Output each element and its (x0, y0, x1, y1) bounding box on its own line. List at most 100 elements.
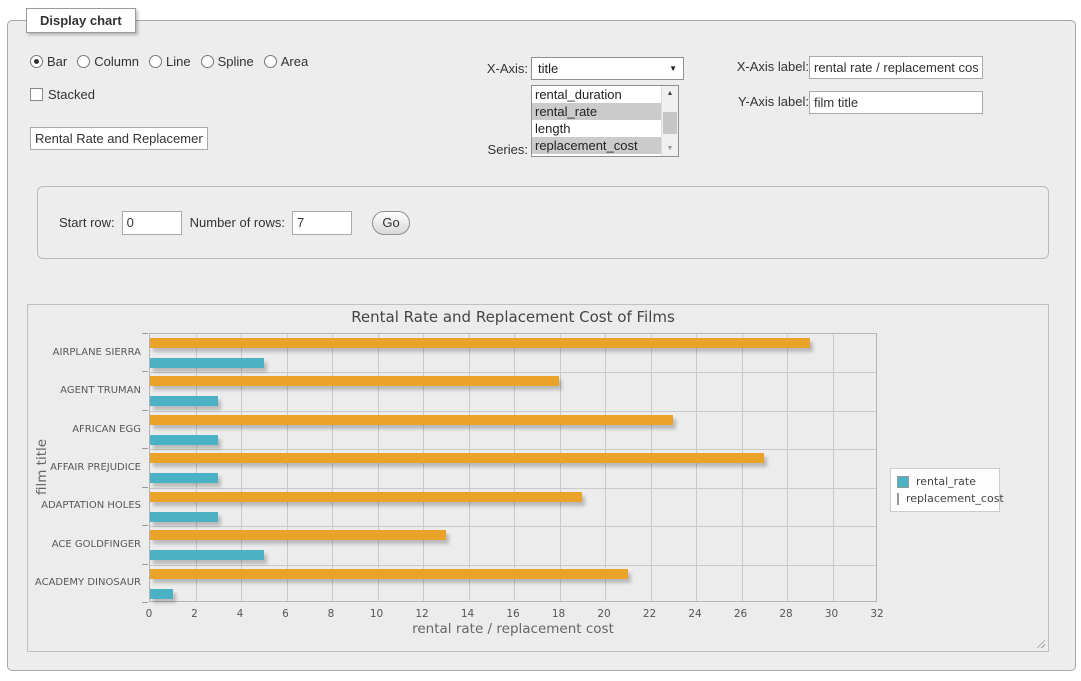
series-option-rental_rate[interactable]: rental_rate (532, 103, 661, 120)
radio-icon[interactable] (30, 55, 43, 68)
num-rows-label: Number of rows: (190, 215, 285, 230)
chart-title: Rental Rate and Replacement Cost of Film… (149, 308, 877, 326)
legend-row-replacement_cost: replacement_cost (897, 490, 993, 507)
x-axis-select-value: title (538, 61, 558, 76)
x-tick-label: 30 (809, 608, 855, 620)
y-tick-mark (142, 410, 148, 411)
y-category-label: AFRICAN EGG (28, 410, 141, 448)
x-tick-label: 0 (126, 608, 172, 620)
radio-icon[interactable] (264, 55, 277, 68)
x-tick-label: 12 (399, 608, 445, 620)
x-tick-label: 24 (672, 608, 718, 620)
scrollbar-thumb[interactable] (663, 112, 677, 134)
y-category-label: AGENT TRUMAN (28, 371, 141, 409)
bar-replacement_cost (150, 492, 582, 502)
resize-handle-icon[interactable] (1034, 637, 1045, 648)
gridline-vertical (742, 334, 743, 601)
gridline-vertical (696, 334, 697, 601)
gridline-vertical (332, 334, 333, 601)
series-scrollbar[interactable]: ▲ ▼ (661, 86, 678, 156)
x-axis-label-input[interactable] (809, 56, 983, 79)
gridline-vertical (423, 334, 424, 601)
start-row-input[interactable] (122, 211, 182, 235)
gridline-horizontal (150, 372, 876, 373)
chart-type-option-column[interactable]: Column (77, 54, 139, 69)
start-row-label: Start row: (59, 215, 115, 230)
chart-type-option-area[interactable]: Area (264, 54, 308, 69)
chart-type-label: Spline (218, 54, 254, 69)
bar-rental_rate (150, 358, 264, 368)
y-tick-mark (142, 487, 148, 488)
bar-rental_rate (150, 396, 218, 406)
gridline-vertical (378, 334, 379, 601)
legend-label: replacement_cost (906, 492, 1004, 505)
series-option-length[interactable]: length (532, 120, 661, 137)
chart-title-input[interactable] (30, 127, 208, 150)
bar-replacement_cost (150, 415, 673, 425)
chart-type-label: Bar (47, 54, 67, 69)
chart-type-option-spline[interactable]: Spline (201, 54, 254, 69)
gridline-vertical (605, 334, 606, 601)
display-chart-fieldset: Display chart BarColumnLineSplineArea St… (7, 20, 1076, 671)
chart-type-option-bar[interactable]: Bar (30, 54, 67, 69)
bar-replacement_cost (150, 530, 446, 540)
series-option-replacement_cost[interactable]: replacement_cost (532, 137, 661, 154)
gridline-vertical (651, 334, 652, 601)
gridline-horizontal (150, 565, 876, 566)
num-rows-input[interactable] (292, 211, 352, 235)
x-tick-label: 26 (718, 608, 764, 620)
chart-grid (149, 333, 877, 602)
radio-icon[interactable] (149, 55, 162, 68)
bar-replacement_cost (150, 569, 628, 579)
stacked-checkbox-row: Stacked (30, 87, 95, 102)
bar-replacement_cost (150, 338, 810, 348)
y-axis-label-input[interactable] (809, 91, 983, 114)
bar-replacement_cost (150, 376, 559, 386)
legend-label: rental_rate (916, 475, 976, 488)
gridline-vertical (287, 334, 288, 601)
chart-type-label: Line (166, 54, 191, 69)
y-tick-mark (142, 564, 148, 565)
x-axis-select[interactable]: title ▼ (531, 57, 684, 80)
x-tick-label: 20 (581, 608, 627, 620)
x-tick-label: 32 (854, 608, 900, 620)
gridline-vertical (196, 334, 197, 601)
chevron-down-icon: ▼ (669, 64, 677, 73)
y-category-label: ACADEMY DINOSAUR (28, 564, 141, 602)
chart-type-label: Column (94, 54, 139, 69)
x-tick-label: 22 (627, 608, 673, 620)
y-tick-mark (142, 371, 148, 372)
y-category-label: AFFAIR PREJUDICE (28, 448, 141, 486)
y-category-label: AIRPLANE SIERRA (28, 333, 141, 371)
x-tick-label: 14 (445, 608, 491, 620)
bar-rental_rate (150, 435, 218, 445)
stacked-checkbox[interactable] (30, 88, 43, 101)
series-listbox[interactable]: rental_durationrental_ratelengthreplacem… (531, 85, 679, 157)
scroll-up-icon[interactable]: ▲ (662, 86, 678, 101)
rows-panel: Start row: Number of rows: Go (37, 186, 1049, 259)
chart-type-option-line[interactable]: Line (149, 54, 191, 69)
chart-type-radio-group: Bar Column Line Spline Area (30, 54, 318, 69)
series-option-rental_duration[interactable]: rental_duration (532, 86, 661, 103)
x-axis-label-label: X-Axis label: (709, 59, 809, 74)
gridline-vertical (560, 334, 561, 601)
chart-legend: rental_rate replacement_cost (890, 468, 1000, 512)
radio-icon[interactable] (201, 55, 214, 68)
y-tick-mark (142, 448, 148, 449)
legend-row-rental_rate: rental_rate (897, 473, 993, 490)
stacked-label: Stacked (48, 87, 95, 102)
gridline-horizontal (150, 449, 876, 450)
x-tick-label: 8 (308, 608, 354, 620)
y-tick-mark (142, 333, 148, 334)
scroll-down-icon[interactable]: ▼ (662, 141, 678, 156)
legend-swatch-icon (897, 493, 899, 505)
y-axis-label-label: Y-Axis label: (709, 94, 809, 109)
radio-icon[interactable] (77, 55, 90, 68)
x-tick-label: 16 (490, 608, 536, 620)
bar-rental_rate (150, 473, 218, 483)
go-button[interactable]: Go (372, 211, 410, 235)
chart-panel: Rental Rate and Replacement Cost of Film… (27, 304, 1049, 652)
x-tick-label: 4 (217, 608, 263, 620)
x-tick-label: 6 (263, 608, 309, 620)
chart-type-label: Area (281, 54, 308, 69)
